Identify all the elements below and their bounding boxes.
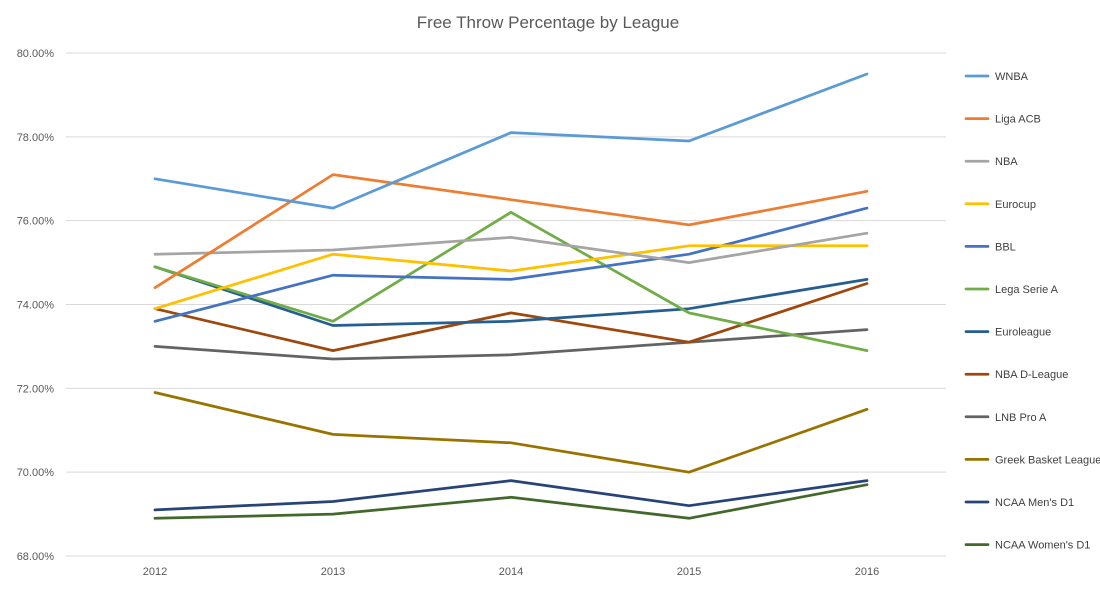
- x-tick-label: 2015: [677, 566, 701, 578]
- y-tick-label: 80.00%: [17, 48, 55, 60]
- legend-item: NCAA Women's D1: [964, 540, 1090, 552]
- y-axis-tick-labels: 80.00% 78.00% 76.00% 74.00% 72.00% 70.00% 68.0…: [17, 48, 55, 563]
- series-line: [153, 210, 869, 352]
- y-tick-label: 78.00%: [17, 132, 55, 144]
- series-line: [153, 483, 869, 520]
- series-line: [153, 206, 869, 323]
- series-line: [153, 72, 869, 210]
- series-line: [153, 328, 869, 361]
- legend-label: Euroleague: [995, 327, 1051, 339]
- x-axis-tick-labels: 2012 2013 2014 2015 2016: [143, 566, 879, 578]
- legend: WNBA Liga ACB NBA Eurocup BBL Lega Serie A Eur…: [964, 71, 1100, 552]
- x-tick-label: 2013: [321, 566, 345, 578]
- y-tick-label: 72.00%: [17, 383, 55, 395]
- series-line: [153, 479, 869, 512]
- legend-label: NCAA Men's D1: [995, 497, 1074, 509]
- legend-item: Euroleague: [964, 327, 1051, 339]
- x-tick-label: 2012: [143, 566, 167, 578]
- legend-label: NBA: [995, 156, 1018, 168]
- x-tick-label: 2016: [855, 566, 879, 578]
- legend-label: Lega Serie A: [995, 284, 1059, 296]
- x-tick-label: 2014: [499, 566, 523, 578]
- legend-item: Eurocup: [964, 199, 1036, 211]
- series-lines: [153, 72, 869, 520]
- series-line: [153, 391, 869, 474]
- series-line: [153, 231, 869, 264]
- y-tick-label: 76.00%: [17, 216, 55, 228]
- legend-label: Greek Basket League: [995, 454, 1100, 466]
- legend-item: Lega Serie A: [964, 284, 1059, 296]
- legend-label: WNBA: [995, 71, 1029, 83]
- y-tick-label: 68.00%: [17, 551, 55, 563]
- legend-item: WNBA: [964, 71, 1029, 83]
- series-line: [153, 173, 869, 290]
- gridlines: [66, 52, 946, 557]
- legend-label: LNB Pro A: [995, 412, 1047, 424]
- legend-label: Liga ACB: [995, 114, 1041, 126]
- series-line: [153, 244, 869, 311]
- series-line: [153, 282, 869, 352]
- legend-label: BBL: [995, 241, 1016, 253]
- y-tick-label: 70.00%: [17, 467, 55, 479]
- legend-label: NBA D-League: [995, 369, 1068, 381]
- legend-label: Eurocup: [995, 199, 1036, 211]
- legend-item: NCAA Men's D1: [964, 497, 1074, 509]
- y-tick-label: 74.00%: [17, 300, 55, 312]
- chart-title: Free Throw Percentage by League: [417, 13, 679, 32]
- legend-item: NBA: [964, 156, 1018, 168]
- legend-item: LNB Pro A: [964, 412, 1047, 424]
- legend-item: BBL: [964, 241, 1016, 253]
- series-line: [153, 265, 869, 327]
- legend-item: NBA D-League: [964, 369, 1068, 381]
- legend-item: Greek Basket League: [964, 454, 1100, 466]
- legend-label: NCAA Women's D1: [995, 540, 1090, 552]
- legend-item: Liga ACB: [964, 114, 1041, 126]
